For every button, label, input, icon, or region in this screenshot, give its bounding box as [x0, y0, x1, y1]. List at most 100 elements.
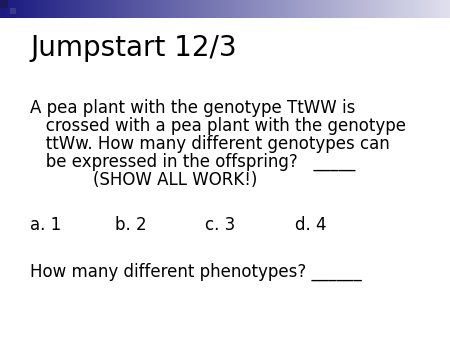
Bar: [119, 0, 122, 18]
Bar: [10, 8, 16, 14]
Bar: [108, 0, 110, 18]
Bar: [202, 0, 205, 18]
Bar: [90, 0, 92, 18]
Bar: [38, 0, 40, 18]
Bar: [22, 0, 25, 18]
Bar: [369, 0, 371, 18]
Bar: [97, 0, 99, 18]
Bar: [124, 0, 126, 18]
Bar: [72, 0, 74, 18]
Bar: [164, 0, 166, 18]
Bar: [110, 0, 112, 18]
Bar: [99, 0, 101, 18]
Bar: [207, 0, 209, 18]
Bar: [160, 0, 162, 18]
Bar: [194, 0, 196, 18]
Bar: [322, 0, 324, 18]
Bar: [304, 0, 306, 18]
Bar: [441, 0, 443, 18]
Bar: [392, 0, 394, 18]
Bar: [218, 0, 220, 18]
Bar: [142, 0, 144, 18]
Bar: [32, 0, 34, 18]
Bar: [263, 0, 266, 18]
Bar: [270, 0, 272, 18]
Bar: [405, 0, 407, 18]
Bar: [378, 0, 380, 18]
Bar: [52, 0, 54, 18]
Bar: [356, 0, 358, 18]
Bar: [416, 0, 418, 18]
Bar: [310, 0, 313, 18]
Bar: [29, 0, 32, 18]
Bar: [410, 0, 412, 18]
Bar: [292, 0, 295, 18]
Bar: [320, 0, 322, 18]
Bar: [16, 0, 18, 18]
Bar: [196, 0, 198, 18]
Bar: [225, 0, 227, 18]
Bar: [288, 0, 290, 18]
Bar: [155, 0, 158, 18]
Bar: [428, 0, 430, 18]
Bar: [400, 0, 403, 18]
Bar: [340, 0, 342, 18]
Bar: [36, 0, 38, 18]
Bar: [254, 0, 256, 18]
Bar: [92, 0, 94, 18]
Bar: [65, 0, 68, 18]
Bar: [20, 0, 22, 18]
Bar: [94, 0, 97, 18]
Bar: [112, 0, 115, 18]
Bar: [335, 0, 338, 18]
Bar: [297, 0, 299, 18]
Bar: [11, 0, 13, 18]
Bar: [191, 0, 194, 18]
Bar: [200, 0, 202, 18]
Bar: [117, 0, 119, 18]
Bar: [169, 0, 171, 18]
Bar: [387, 0, 389, 18]
Bar: [418, 0, 421, 18]
Bar: [137, 0, 140, 18]
Bar: [380, 0, 382, 18]
Bar: [313, 0, 315, 18]
Text: (SHOW ALL WORK!): (SHOW ALL WORK!): [30, 171, 257, 189]
Bar: [54, 0, 56, 18]
Text: d. 4: d. 4: [295, 216, 327, 234]
Bar: [106, 0, 108, 18]
Bar: [178, 0, 180, 18]
Bar: [209, 0, 211, 18]
Bar: [88, 0, 90, 18]
Bar: [398, 0, 400, 18]
Bar: [2, 0, 4, 18]
Bar: [349, 0, 351, 18]
Bar: [146, 0, 148, 18]
Bar: [83, 0, 86, 18]
Bar: [232, 0, 234, 18]
Bar: [299, 0, 302, 18]
Bar: [81, 0, 83, 18]
Text: crossed with a pea plant with the genotype: crossed with a pea plant with the genoty…: [30, 117, 406, 135]
Bar: [358, 0, 360, 18]
Bar: [135, 0, 137, 18]
Bar: [144, 0, 146, 18]
Bar: [212, 0, 214, 18]
Bar: [58, 0, 61, 18]
Bar: [184, 0, 187, 18]
Bar: [4, 0, 7, 18]
Bar: [331, 0, 333, 18]
Bar: [324, 0, 326, 18]
Bar: [0, 0, 2, 18]
Bar: [205, 0, 207, 18]
Bar: [79, 0, 81, 18]
Bar: [45, 0, 47, 18]
Bar: [182, 0, 184, 18]
Bar: [220, 0, 223, 18]
Bar: [268, 0, 270, 18]
Bar: [101, 0, 104, 18]
Bar: [180, 0, 182, 18]
Bar: [382, 0, 385, 18]
Bar: [230, 0, 232, 18]
Text: a. 1: a. 1: [30, 216, 61, 234]
